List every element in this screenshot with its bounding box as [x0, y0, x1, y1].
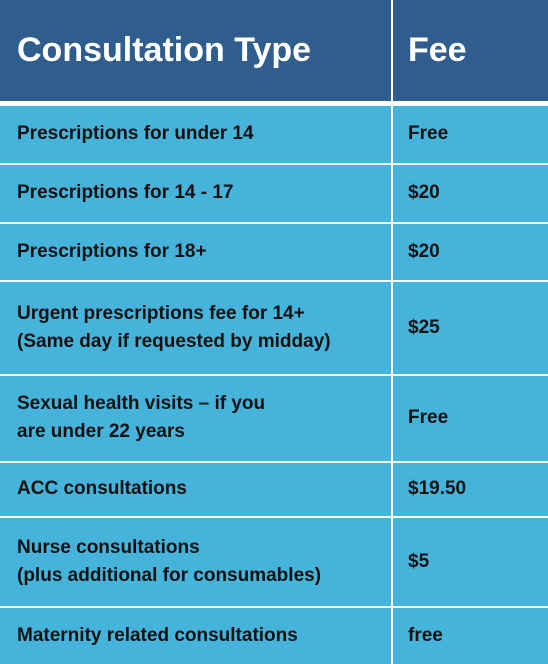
fee-cell: Free — [393, 106, 548, 165]
fee-cell: $19.50 — [393, 463, 548, 518]
header-row: Consultation Type Fee — [0, 0, 548, 106]
table-row: Urgent prescriptions fee for 14+ (Same d… — [0, 282, 548, 376]
consultation-type-note: (Same day if requested by midday) — [17, 331, 331, 353]
consultation-type-note: are under 22 years — [17, 421, 185, 443]
fee-cell: $5 — [393, 517, 548, 609]
header-fee: Fee — [393, 0, 548, 106]
consultation-type-cell: Nurse consultations (plus additional for… — [0, 517, 393, 609]
fee-cell: Free — [393, 375, 548, 464]
table-row: Prescriptions for 14 - 17 $20 — [0, 164, 548, 224]
fee-cell: $20 — [393, 164, 548, 224]
table-row: ACC consultations $19.50 — [0, 463, 548, 518]
table-row: Prescriptions for 18+ $20 — [0, 223, 548, 283]
fee-cell: free — [393, 608, 548, 664]
consultation-type-cell: Maternity related consultations — [0, 608, 393, 664]
consultation-type-cell: Prescriptions for under 14 — [0, 106, 393, 165]
consultation-type-text: Maternity related consultations — [17, 625, 298, 647]
fee-cell: $25 — [393, 282, 548, 376]
consultation-type-text: Prescriptions for 14 - 17 — [17, 182, 234, 204]
consultation-type-cell: ACC consultations — [0, 463, 393, 518]
consultation-type-note: (plus additional for consumables) — [17, 564, 322, 586]
consultation-type-cell: Prescriptions for 14 - 17 — [0, 164, 393, 224]
consultation-type-cell: Prescriptions for 18+ — [0, 223, 393, 283]
consultation-type-cell: Sexual health visits – if you are under … — [0, 375, 393, 464]
consultation-type-text: Nurse consultations — [17, 536, 200, 558]
header-consultation-type: Consultation Type — [0, 0, 393, 106]
consultation-type-cell: Urgent prescriptions fee for 14+ (Same d… — [0, 282, 393, 376]
consultation-type-text: Prescriptions for under 14 — [17, 123, 254, 145]
fee-cell: $20 — [393, 223, 548, 283]
table-row: Prescriptions for under 14 Free — [0, 106, 548, 165]
table-row: Maternity related consultations free — [0, 608, 548, 664]
consultation-type-text: Urgent prescriptions fee for 14+ — [17, 303, 305, 325]
consultation-type-text: ACC consultations — [17, 478, 187, 500]
consultation-type-text: Sexual health visits – if you — [17, 393, 266, 415]
consultation-type-text: Prescriptions for 18+ — [17, 241, 207, 263]
table-row: Sexual health visits – if you are under … — [0, 375, 548, 464]
table-row: Nurse consultations (plus additional for… — [0, 517, 548, 609]
